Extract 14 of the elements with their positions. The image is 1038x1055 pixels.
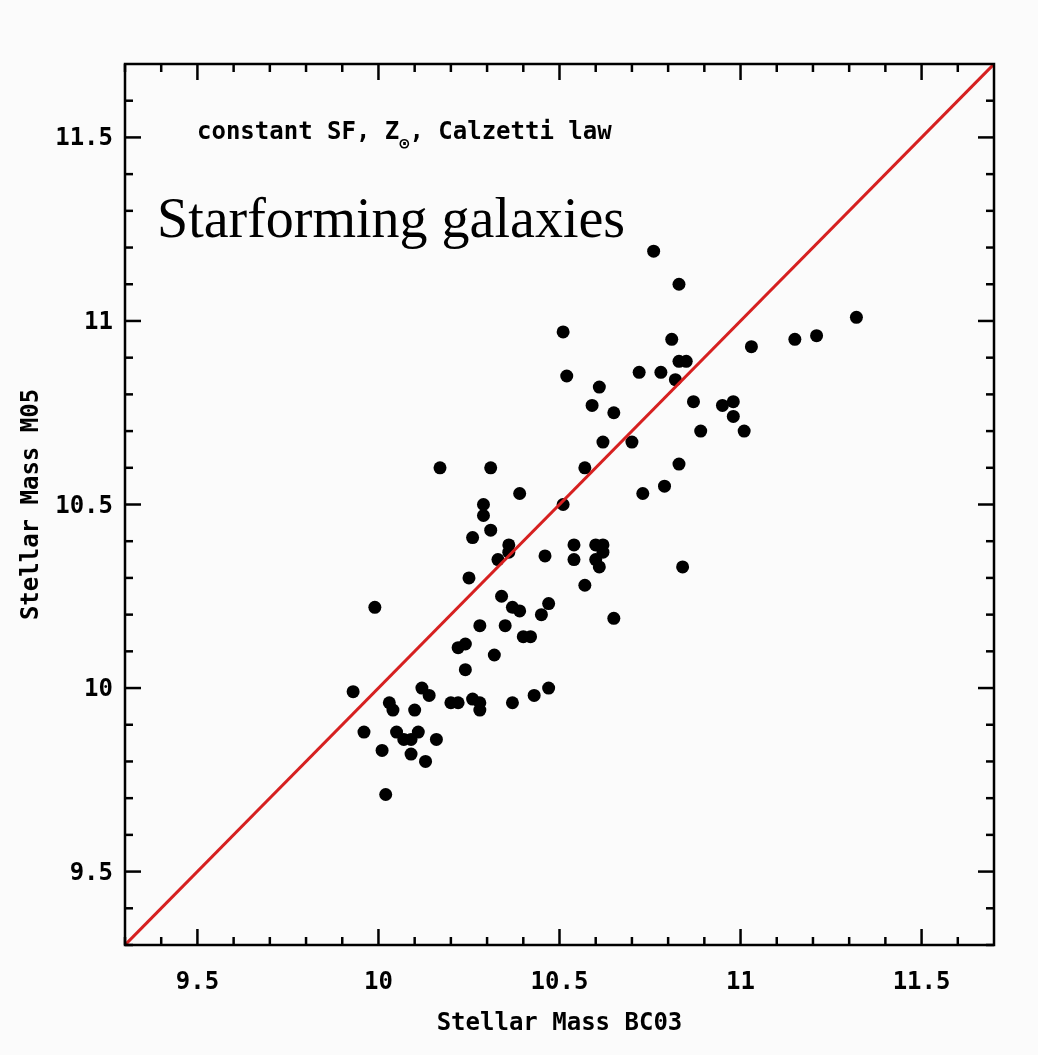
annotation: constant SF, Z$_{⊙}$, Calzetti law bbox=[197, 117, 613, 153]
x-tick-label: 10 bbox=[364, 967, 393, 995]
x-tick-label: 10.5 bbox=[530, 967, 589, 995]
annotation: Starforming galaxies bbox=[157, 187, 626, 249]
y-tick-label: 10 bbox=[84, 674, 113, 703]
x-tick-label: 9.5 bbox=[175, 967, 220, 995]
y-tick-label: 11.5 bbox=[55, 123, 113, 152]
y-tick-label: 9.5 bbox=[69, 857, 113, 886]
x-tick-label: 11 bbox=[726, 967, 755, 995]
y-tick-label: 10.5 bbox=[55, 490, 113, 519]
y-tick-label: 11 bbox=[84, 306, 113, 335]
x-axis-title: Stellar Mass BC03 bbox=[436, 1008, 683, 1036]
x-tick-label: 11.5 bbox=[892, 967, 951, 995]
y-axis-title: Stellar Mass M05 bbox=[16, 388, 44, 621]
